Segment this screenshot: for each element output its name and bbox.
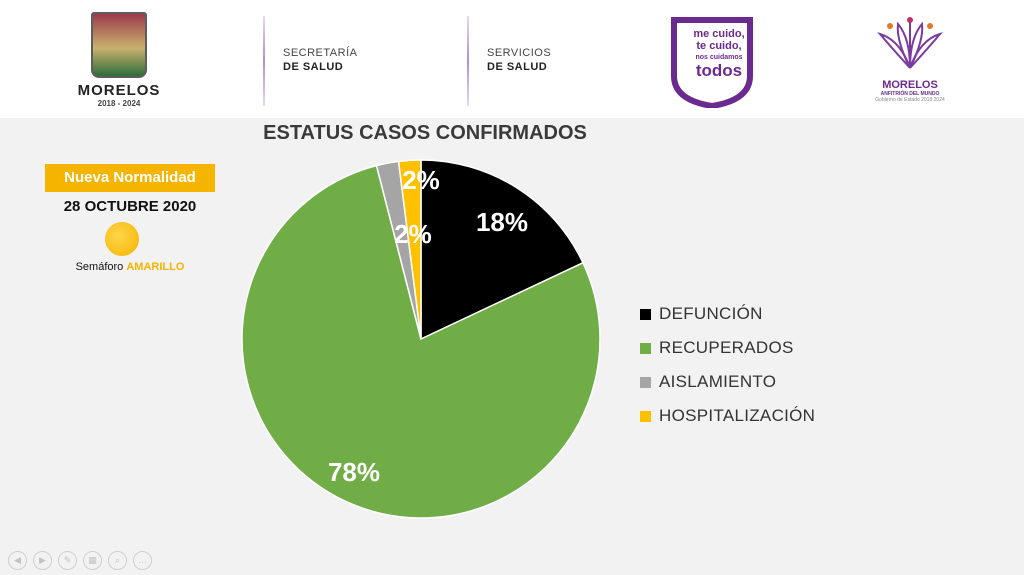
agency1-line1: SECRETARÍA: [283, 47, 358, 59]
next-slide-button[interactable]: ▶: [33, 551, 52, 570]
legend-label: HOSPITALIZACIÓN: [659, 406, 816, 425]
morelos-state-logo: MORELOS 2018 - 2024: [74, 12, 164, 112]
pen-icon[interactable]: ✎: [58, 551, 77, 570]
prev-slide-button[interactable]: ◀: [8, 551, 27, 570]
flower-icon: [877, 17, 943, 69]
agency1-line2: DE SALUD: [283, 61, 344, 73]
legend-item-3: HOSPITALIZACIÓN: [640, 399, 815, 433]
campaign-line4: todos: [695, 61, 743, 80]
legend-item-0: DEFUNCIÓN: [640, 297, 815, 331]
legend-label: RECUPERADOS: [659, 338, 794, 357]
more-icon[interactable]: …: [133, 551, 152, 570]
secretaria-salud-logo: SECRETARÍA DE SALUD: [283, 46, 357, 74]
slides-icon[interactable]: ▦: [83, 551, 102, 570]
agency2-line1: SERVICIOS: [487, 47, 552, 59]
zoom-icon[interactable]: ⌕: [108, 551, 127, 570]
campaign-badge-shape-icon: [671, 17, 753, 108]
legend-item-2: AISLAMIENTO: [640, 365, 815, 399]
slideshow-controls: ◀ ▶ ✎ ▦ ⌕ …: [8, 551, 152, 570]
campaign-line1: me cuido,: [693, 28, 745, 40]
pie-data-label-2: 2%: [394, 219, 432, 249]
gov-logo-caption: Gobierno de Estado 2018 2024: [875, 97, 945, 103]
state-logo-name: MORELOS: [77, 82, 161, 99]
nueva-normalidad-badge: Nueva Normalidad: [45, 164, 215, 192]
header-divider: [263, 16, 265, 106]
agency2-line2: DE SALUD: [487, 61, 548, 73]
gobierno-morelos-logo: MORELOS ANFITRIÓN DEL MUNDO Gobierno de …: [870, 16, 950, 112]
semaforo-level: AMARILLO: [126, 261, 185, 273]
campaign-badge: me cuido, te cuido, nos cuidamos todos: [668, 16, 754, 108]
chart-legend: DEFUNCIÓN RECUPERADOS AISLAMIENTO HOSPITALI…: [640, 297, 815, 433]
pie-slice-3: [397, 159, 422, 340]
campaign-line3: nos cuidamos: [695, 54, 743, 61]
pie-slice-1: [241, 164, 601, 519]
header-divider: [467, 16, 469, 106]
semaforo-light-icon: [105, 222, 139, 256]
legend-swatch: [640, 308, 651, 320]
semaforo-label: Semáforo: [75, 261, 127, 273]
legend-swatch: [640, 342, 651, 354]
coat-of-arms-icon: [91, 12, 147, 78]
servicios-salud-logo: SERVICIOS DE SALUD: [487, 46, 551, 74]
state-logo-years: 2018 - 2024: [97, 99, 141, 108]
gov-logo-title: MORELOS: [882, 79, 938, 91]
pie-data-label-1: 78%: [328, 457, 380, 487]
semaforo-status: Semáforo AMARILLO: [45, 261, 215, 273]
campaign-line2: te cuido,: [696, 40, 742, 52]
legend-label: AISLAMIENTO: [659, 372, 777, 391]
report-date: 28 OCTUBRE 2020: [63, 198, 197, 215]
header-bar: MORELOS 2018 - 2024 SECRETARÍA DE SALUD …: [0, 0, 1024, 118]
chart-title: ESTATUS CASOS CONFIRMADOS: [263, 122, 587, 144]
pie-data-label-0: 18%: [476, 207, 528, 237]
legend-label: DEFUNCIÓN: [659, 304, 763, 323]
legend-swatch: [640, 376, 651, 388]
legend-swatch: [640, 410, 651, 422]
gov-logo-subtitle: ANFITRIÓN DEL MUNDO: [880, 91, 940, 97]
pie-data-label-3: 2%: [402, 165, 440, 195]
pie-slice-0: [420, 159, 584, 341]
legend-item-1: RECUPERADOS: [640, 331, 815, 365]
